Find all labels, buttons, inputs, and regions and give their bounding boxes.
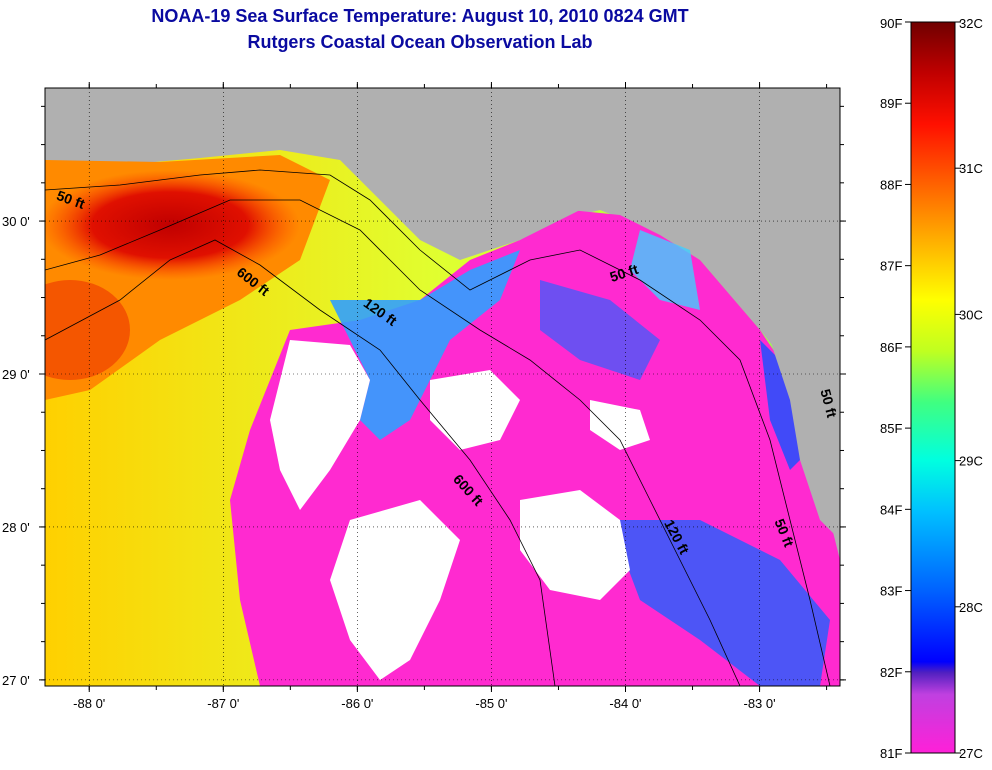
colorbar-f-label: 82F (880, 665, 902, 680)
graticule (45, 88, 840, 686)
colorbar-c-label: 32C (959, 16, 983, 31)
colorbar-f-label: 84F (880, 502, 902, 517)
colorbar-c-label: 27C (959, 746, 983, 761)
colorbar-f-label: 88F (880, 177, 902, 192)
colorbar-c-label: 31C (959, 161, 983, 176)
lat-tick-label: 29 0' (2, 367, 30, 382)
axis-labels: -88 0' -87 0' -86 0' -85 0' -84 0' -83 0' 30 0… (2, 214, 776, 711)
colorbar-f-label: 81F (880, 746, 902, 761)
lat-tick-label: 27 0' (2, 673, 30, 688)
colorbar-f-label: 86F (880, 340, 902, 355)
contour-120ft (45, 199, 741, 686)
colorbar-c-label: 29C (959, 454, 983, 469)
contour-50ft (45, 169, 831, 686)
lon-tick-label: -88 0' (73, 696, 105, 711)
colorbar-labels: 90F 89F 88F 87F 86F 85F 84F 83F 82F 81F 32C 31C 30C 2… (880, 16, 983, 761)
colorbar-f-label: 83F (880, 584, 902, 599)
colorbar (910, 21, 956, 754)
lat-tick-label: 30 0' (2, 214, 30, 229)
lat-tick-label: 28 0' (2, 520, 30, 535)
map-title: NOAA-19 Sea Surface Temperature: August … (151, 6, 689, 26)
map-subtitle: Rutgers Coastal Ocean Observation Lab (247, 32, 593, 52)
lon-tick-label: -85 0' (475, 696, 507, 711)
axis-ticks (39, 82, 846, 692)
plot-frame (44, 87, 841, 687)
lon-tick-label: -86 0' (341, 696, 373, 711)
colorbar-f-label: 89F (880, 96, 902, 111)
colorbar-f-label: 85F (880, 421, 902, 436)
lon-tick-label: -83 0' (743, 696, 775, 711)
lon-tick-label: -84 0' (609, 696, 641, 711)
colorbar-c-label: 30C (959, 307, 983, 322)
depth-contour-label: 50 ft (817, 387, 840, 419)
colorbar-f-label: 90F (880, 16, 902, 31)
lon-tick-label: -87 0' (207, 696, 239, 711)
colorbar-f-label: 87F (880, 259, 902, 274)
contour-600ft (45, 239, 556, 686)
colorbar-c-label: 28C (959, 600, 983, 615)
